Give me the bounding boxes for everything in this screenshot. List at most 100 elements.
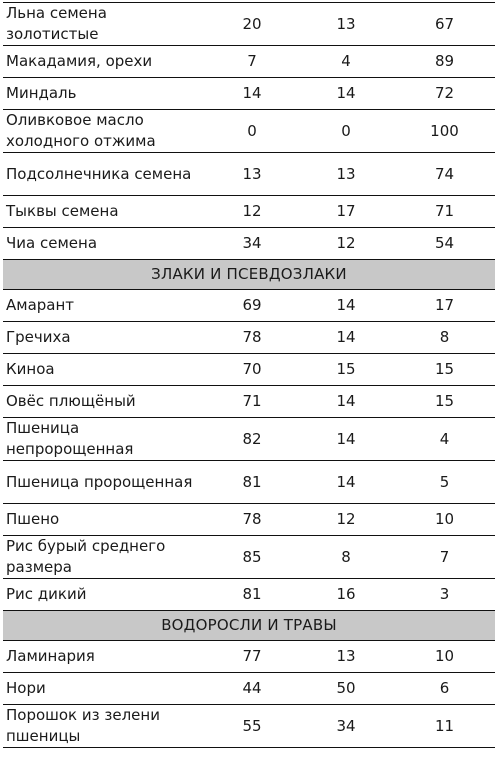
value-a: 12	[206, 195, 298, 228]
table-row: Макадамия, орехи 7 4 89	[3, 45, 495, 78]
table-row: Рис дикий 81 16 3	[3, 578, 495, 611]
section-header-row: ВОДОРОСЛИ И ТРАВЫ	[3, 610, 495, 641]
value-b: 13	[298, 640, 394, 673]
food-name: Ламинария	[3, 640, 206, 673]
table-row: Овёс плющёный 71 14 15	[3, 385, 495, 418]
value-a: 85	[206, 535, 298, 579]
table-row: Нори 44 50 6	[3, 672, 495, 705]
value-b: 17	[298, 195, 394, 228]
value-c: 15	[394, 385, 495, 418]
value-a: 70	[206, 353, 298, 386]
value-c: 8	[394, 321, 495, 354]
food-name: Льна семена золотистые	[3, 2, 206, 46]
value-c: 3	[394, 578, 495, 611]
value-b: 50	[298, 672, 394, 705]
table-row: Пшеница пророщенная 81 14 5	[3, 460, 495, 504]
value-a: 13	[206, 152, 298, 196]
value-b: 14	[298, 385, 394, 418]
value-b: 13	[298, 152, 394, 196]
table-row: Ламинария 77 13 10	[3, 640, 495, 673]
table-row: Рис бурый среднего размера 85 8 7	[3, 535, 495, 579]
food-name: Чиа семена	[3, 227, 206, 260]
value-c: 71	[394, 195, 495, 228]
value-b: 8	[298, 535, 394, 579]
table-row: Миндаль 14 14 72	[3, 77, 495, 110]
value-b: 0	[298, 109, 394, 153]
food-name: Киноа	[3, 353, 206, 386]
food-name: Миндаль	[3, 77, 206, 110]
table-row: Льна семена золотистые 20 13 67	[3, 2, 495, 46]
value-c: 5	[394, 460, 495, 504]
nutrient-table: Льна семена золотистые 20 13 67 Макадами…	[3, 2, 495, 748]
value-b: 12	[298, 227, 394, 260]
food-name: Нори	[3, 672, 206, 705]
value-c: 6	[394, 672, 495, 705]
value-a: 69	[206, 289, 298, 322]
food-name: Рис дикий	[3, 578, 206, 611]
value-c: 11	[394, 704, 495, 748]
value-c: 72	[394, 77, 495, 110]
value-a: 82	[206, 417, 298, 461]
value-a: 14	[206, 77, 298, 110]
value-b: 14	[298, 460, 394, 504]
value-c: 17	[394, 289, 495, 322]
table-row: Киноа 70 15 15	[3, 353, 495, 386]
value-c: 15	[394, 353, 495, 386]
value-b: 16	[298, 578, 394, 611]
table-row: Чиа семена 34 12 54	[3, 227, 495, 260]
value-b: 15	[298, 353, 394, 386]
table-row: Гречиха 78 14 8	[3, 321, 495, 354]
food-name: Амарант	[3, 289, 206, 322]
table-row: Тыквы семена 12 17 71	[3, 195, 495, 228]
table-row: Амарант 69 14 17	[3, 289, 495, 322]
value-a: 55	[206, 704, 298, 748]
value-b: 14	[298, 77, 394, 110]
value-c: 4	[394, 417, 495, 461]
food-name: Рис бурый среднего размера	[3, 535, 206, 579]
value-b: 12	[298, 503, 394, 536]
food-name: Тыквы семена	[3, 195, 206, 228]
value-c: 54	[394, 227, 495, 260]
value-c: 89	[394, 45, 495, 78]
table-row: Пшеница непророщенная 82 14 4	[3, 417, 495, 461]
value-b: 4	[298, 45, 394, 78]
value-b: 14	[298, 417, 394, 461]
section-title: ЗЛАКИ И ПСЕВДОЗЛАКИ	[3, 259, 495, 290]
food-name: Порошок из зелени пшеницы	[3, 704, 206, 748]
value-a: 78	[206, 503, 298, 536]
food-name: Оливковое масло холодного отжима	[3, 109, 206, 153]
value-a: 81	[206, 460, 298, 504]
food-name: Гречиха	[3, 321, 206, 354]
food-name: Макадамия, орехи	[3, 45, 206, 78]
section-header-row: ЗЛАКИ И ПСЕВДОЗЛАКИ	[3, 259, 495, 290]
value-a: 71	[206, 385, 298, 418]
value-a: 44	[206, 672, 298, 705]
value-c: 10	[394, 503, 495, 536]
value-c: 100	[394, 109, 495, 153]
food-name: Овёс плющёный	[3, 385, 206, 418]
food-name: Подсолнечника семена	[3, 152, 206, 196]
table-row: Подсолнечника семена 13 13 74	[3, 152, 495, 196]
value-a: 77	[206, 640, 298, 673]
value-a: 7	[206, 45, 298, 78]
value-a: 78	[206, 321, 298, 354]
value-a: 0	[206, 109, 298, 153]
food-name: Пшено	[3, 503, 206, 536]
table-row: Оливковое масло холодного отжима 0 0 100	[3, 109, 495, 153]
value-b: 13	[298, 2, 394, 46]
value-b: 14	[298, 289, 394, 322]
table-row: Порошок из зелени пшеницы 55 34 11	[3, 704, 495, 748]
value-c: 7	[394, 535, 495, 579]
food-name: Пшеница непророщенная	[3, 417, 206, 461]
value-a: 20	[206, 2, 298, 46]
section-title: ВОДОРОСЛИ И ТРАВЫ	[3, 610, 495, 641]
table-row: Пшено 78 12 10	[3, 503, 495, 536]
value-b: 14	[298, 321, 394, 354]
value-a: 81	[206, 578, 298, 611]
value-c: 74	[394, 152, 495, 196]
value-b: 34	[298, 704, 394, 748]
value-c: 67	[394, 2, 495, 46]
value-c: 10	[394, 640, 495, 673]
value-a: 34	[206, 227, 298, 260]
food-name: Пшеница пророщенная	[3, 460, 206, 504]
